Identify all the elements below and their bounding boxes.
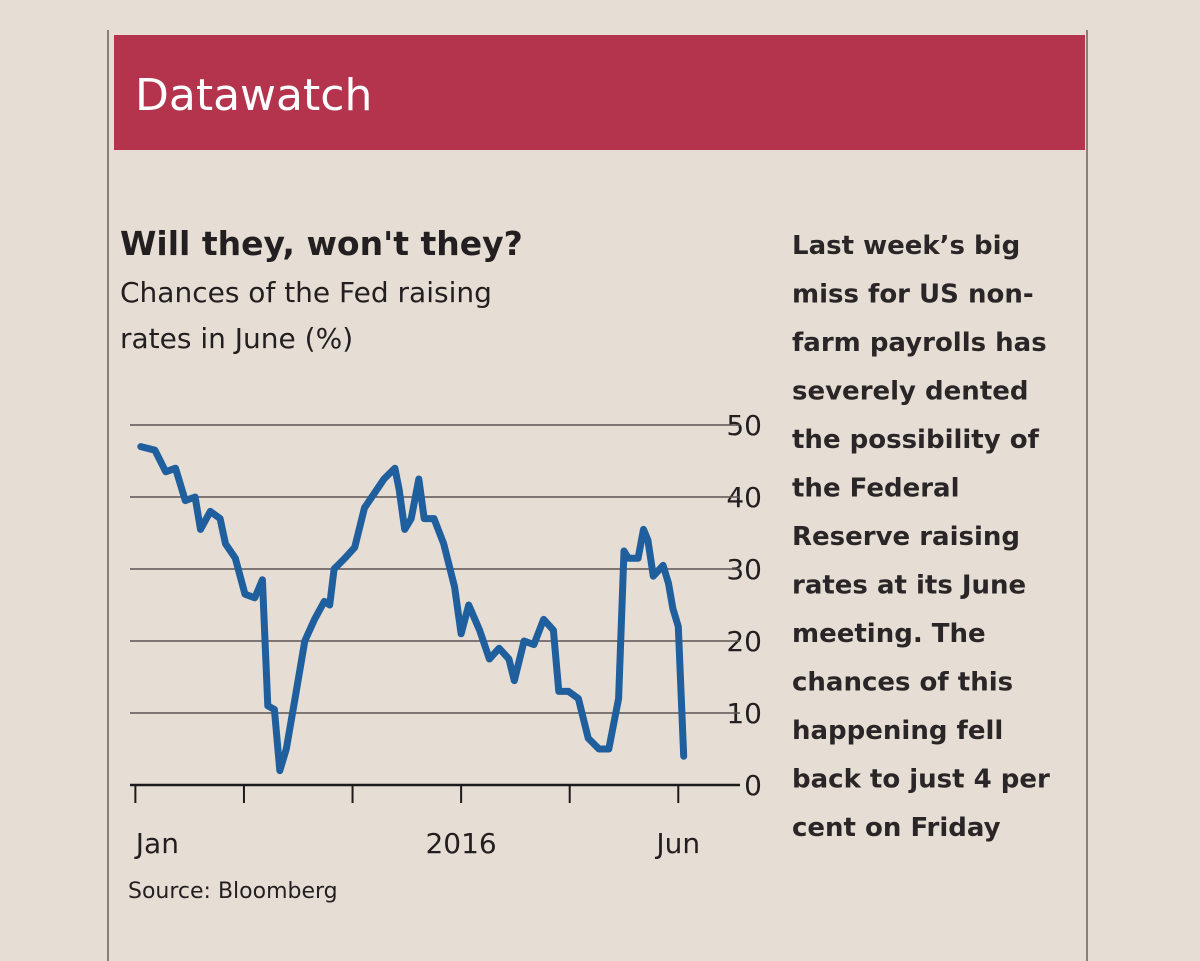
subtitle: Chances of the Fed raising [120, 276, 492, 309]
chart-title: Will they, won't they? [120, 224, 523, 263]
body-line: rates at its June [792, 571, 1026, 601]
x-tick-label: Jun [654, 827, 700, 860]
body-line: severely dented [792, 377, 1029, 407]
source: Source: Bloomberg [128, 879, 338, 904]
body-line: chances of this [792, 668, 1013, 698]
body-line: Reserve raising [792, 522, 1020, 552]
body-text: Last week’s big miss for US non-farm payr… [792, 231, 1050, 843]
body-line: miss for US non- [792, 280, 1034, 310]
body-line: farm payrolls has [792, 328, 1047, 358]
banner-title: Datawatch [135, 70, 372, 121]
body-line: the possibility of [792, 425, 1040, 455]
body-line: meeting. The [792, 619, 986, 649]
body-line: cent on Friday [792, 813, 1001, 843]
body-line: Last week’s big [792, 231, 1020, 261]
x-tick-label: Jan [134, 827, 179, 860]
line-series [137, 443, 688, 775]
subtitle: rates in June (%) [120, 322, 353, 355]
banner [114, 35, 1085, 150]
body-line: back to just 4 per [792, 765, 1050, 795]
body-line: happening fell [792, 716, 1003, 746]
body-line: the Federal [792, 474, 960, 504]
y-tick-label: 0 [744, 769, 762, 802]
x-tick-label: 2016 [425, 827, 496, 860]
